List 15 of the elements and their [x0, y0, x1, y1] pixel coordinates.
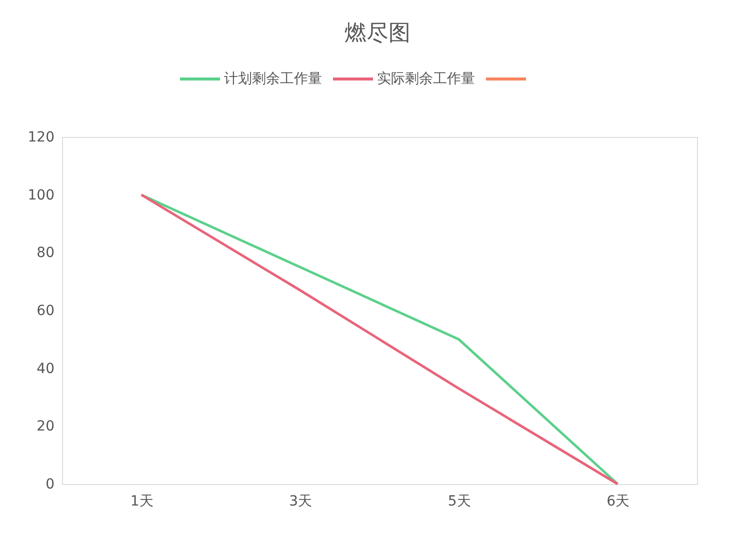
y-tick-label: 20 [36, 418, 54, 435]
y-tick-label: 100 [28, 187, 54, 204]
y-tick-label: 60 [36, 303, 54, 319]
legend-label: 计划剩余工作量 [224, 71, 322, 87]
y-tick-label: 120 [28, 130, 54, 146]
y-tick-label: 0 [46, 476, 54, 492]
x-tick-label: 3天 [289, 494, 312, 510]
x-tick-label: 1天 [130, 494, 154, 510]
y-tick-label: 40 [36, 360, 54, 377]
y-tick-label: 80 [36, 245, 54, 262]
x-tick-label: 6天 [606, 494, 630, 510]
chart-title: 燃尽图 [344, 21, 410, 46]
legend-label: 实际剩余工作量 [377, 71, 475, 87]
x-tick-label: 5天 [448, 494, 471, 510]
line-series [140, 194, 619, 486]
